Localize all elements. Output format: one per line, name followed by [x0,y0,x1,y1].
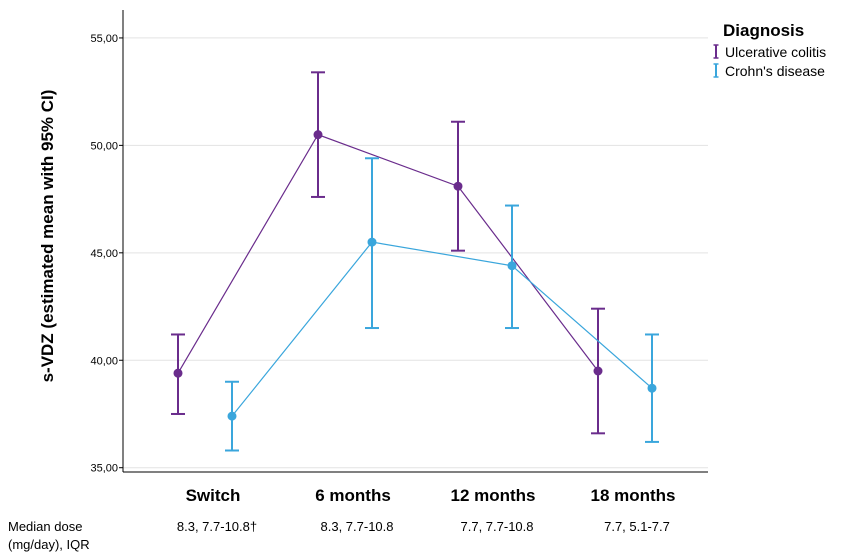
data-point [593,366,603,376]
y-axis-label: s-VDZ (estimated mean with 95% CI) [38,90,57,383]
data-point [367,237,377,247]
legend-label: Crohn's disease [725,63,825,79]
legend-title: Diagnosis [723,21,804,40]
data-point [453,181,463,191]
dose-value: 8.3, 7.7-10.8† [177,519,257,534]
series-group [225,157,659,452]
y-tick-label: 35,00 [90,463,118,475]
x-category-label: 12 months [450,486,535,505]
data-point [313,130,323,140]
x-category-labels: Switch 6 months 12 months 18 months [186,486,676,505]
y-tick-label: 55,00 [90,33,118,45]
data-point [227,411,237,421]
data-point [647,383,657,393]
series-line [231,241,653,417]
gridlines [123,37,708,469]
legend-items: Ulcerative colitis Crohn's disease [713,44,826,79]
dose-value: 7.7, 5.1-7.7 [604,519,670,534]
series-line [177,133,599,374]
y-tick-label: 50,00 [90,140,118,152]
y-tick-label: 45,00 [90,248,118,260]
dose-row-label-line1: Median dose [8,519,82,534]
y-ticks: 35,00 40,00 45,00 50,00 55,00 [90,33,123,475]
axes [122,10,708,473]
x-category-label: 18 months [590,486,675,505]
y-tick-label: 40,00 [90,355,118,367]
dose-value: 8.3, 7.7-10.8 [321,519,394,534]
dose-row: Median dose (mg/day), IQR 8.3, 7.7-10.8†… [8,519,670,552]
data-point [173,368,183,378]
series-group [171,71,605,435]
dose-value: 7.7, 7.7-10.8 [461,519,534,534]
x-category-label: Switch [186,486,241,505]
legend: Diagnosis Ulcerative colitis Crohn's dise… [713,21,826,79]
dose-row-label-line2: (mg/day), IQR [8,537,90,552]
legend-label: Ulcerative colitis [725,44,826,60]
dose-values: 8.3, 7.7-10.8† 8.3, 7.7-10.8 7.7, 7.7-10.8… [177,519,670,534]
data-point [507,261,517,271]
x-category-label: 6 months [315,486,391,505]
series [171,71,659,452]
